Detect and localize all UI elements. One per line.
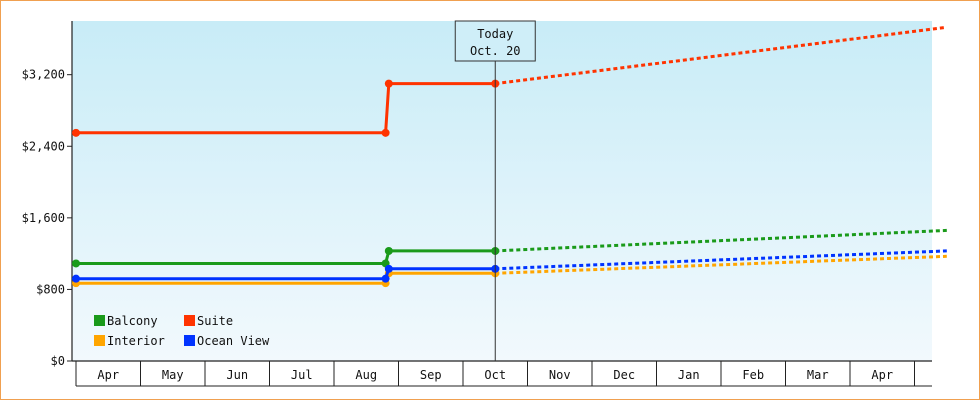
- x-tick-label: Jul: [291, 368, 313, 382]
- y-tick-label: $2,400: [22, 139, 65, 153]
- ocean-view-forecast-line: [495, 249, 947, 271]
- x-tick-label: Jan: [678, 368, 700, 382]
- legend-label-balcony: Balcony: [107, 314, 158, 328]
- suite-point: [381, 128, 390, 137]
- x-tick-label: Dec: [613, 368, 635, 382]
- x-tick-label: Apr: [871, 368, 893, 382]
- balcony-line: [76, 249, 496, 265]
- y-axis: $0 $800 $1,600 $2,400 $3,200: [22, 21, 73, 368]
- interior-forecast-line: [495, 254, 947, 275]
- x-tick-label: Sep: [420, 368, 442, 382]
- x-tick-label: Jun: [226, 368, 248, 382]
- legend: Balcony Suite Interior Ocean View: [94, 314, 270, 348]
- legend-swatch-suite: [184, 315, 195, 326]
- balcony-forecast-line: [495, 228, 947, 253]
- balcony-point: [72, 259, 80, 268]
- legend-swatch-ocean-view: [184, 335, 195, 346]
- y-tick-label: $1,600: [22, 211, 65, 225]
- ocean-view-point: [384, 264, 393, 273]
- suite-point: [72, 128, 80, 137]
- legend-label-interior: Interior: [107, 334, 165, 348]
- suite-forecast-line: [495, 25, 947, 86]
- suite-line: [76, 82, 496, 135]
- plot-area-background: [72, 21, 932, 361]
- legend-label-ocean-view: Ocean View: [197, 334, 270, 348]
- x-tick-label: Feb: [742, 368, 764, 382]
- legend-swatch-interior: [94, 335, 105, 346]
- x-tick-label: Aug: [355, 368, 377, 382]
- x-tick-label: Mar: [807, 368, 829, 382]
- legend-label-suite: Suite: [197, 314, 233, 328]
- x-tick-label: May: [162, 368, 184, 382]
- ocean-view-point: [72, 274, 80, 283]
- y-tick-label: $800: [36, 282, 65, 296]
- ocean-view-line: [76, 267, 496, 281]
- balcony-point: [384, 246, 393, 255]
- legend-swatch-balcony: [94, 315, 105, 326]
- suite-point: [384, 79, 393, 88]
- x-axis: Apr May Jun Jul Aug Sep Oct Nov Dec Jan Feb Mar Apr: [72, 360, 932, 387]
- x-tick-label: Apr: [97, 368, 119, 382]
- today-label: Today: [477, 27, 513, 41]
- today-label-box: [454, 20, 536, 62]
- today-marker: Today Oct. 20: [454, 20, 536, 361]
- x-tick-label: Nov: [549, 368, 571, 382]
- today-date-label: Oct. 20: [470, 44, 521, 58]
- series-layer: [72, 25, 947, 288]
- y-tick-label: $3,200: [22, 68, 65, 82]
- x-tick-label: Oct: [484, 368, 506, 382]
- ocean-view-point: [381, 274, 390, 283]
- y-tick-label: $0: [51, 354, 65, 368]
